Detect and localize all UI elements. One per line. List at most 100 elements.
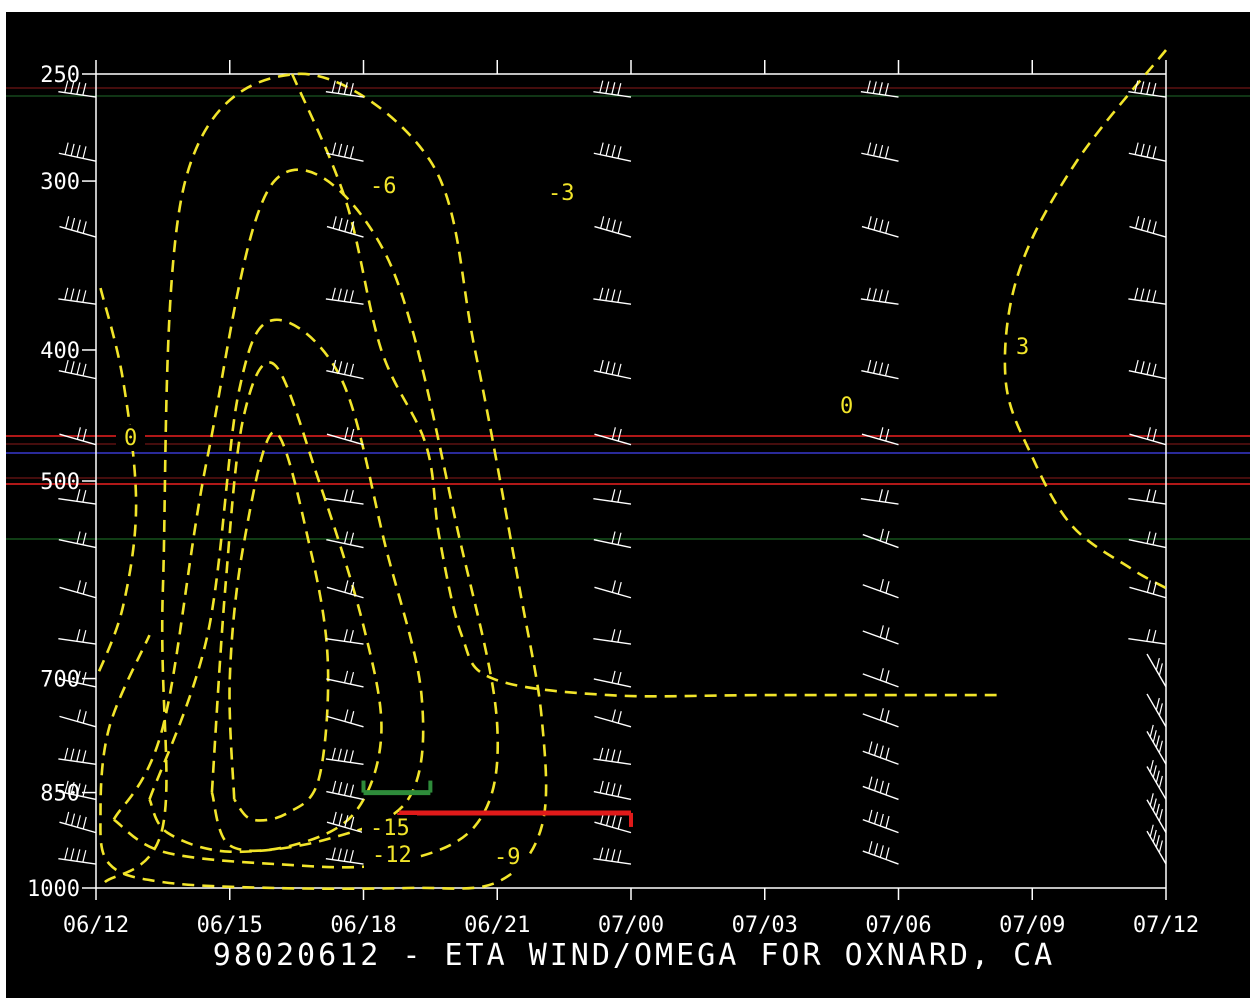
wind-barb: [594, 427, 632, 446]
barb-staff: [1146, 693, 1167, 728]
barb-flag: [868, 841, 873, 854]
barb-flag: [885, 782, 890, 796]
wind-barb: [59, 811, 97, 834]
barb-flag: [343, 670, 349, 684]
barb-flag: [70, 782, 75, 795]
barb-flag: [879, 578, 884, 592]
barb-flag: [64, 747, 69, 761]
barb-flag: [884, 363, 890, 377]
contour-label-bg: [486, 844, 528, 870]
barb-flag: [879, 528, 884, 542]
wind-barb: [58, 531, 97, 549]
barb-flag: [64, 359, 69, 373]
contour-label-bg: [362, 173, 404, 199]
barb-flag: [70, 81, 75, 94]
barb-flag: [617, 363, 622, 377]
barb-flag: [878, 289, 883, 302]
chart-title: 98020612 - ETA WIND/OMEGA FOR OXNARD, CA: [213, 938, 1055, 973]
barb-flag: [878, 362, 884, 375]
barb-flag: [76, 289, 81, 302]
wind-barb: [326, 580, 364, 599]
barb-flag: [1152, 83, 1157, 96]
barb-flag: [1149, 724, 1154, 738]
barb-flag: [350, 581, 355, 595]
barb-flag: [338, 217, 343, 231]
barb-flag: [611, 849, 616, 862]
barb-flag: [617, 671, 622, 685]
barb-flag: [332, 780, 337, 794]
wind-barb: [593, 531, 632, 549]
barb-flag: [1140, 288, 1145, 301]
barb-flag: [331, 80, 336, 93]
barb-flag: [873, 743, 879, 756]
x-tick-label: 06/18: [330, 913, 396, 938]
barb-flag: [1134, 287, 1139, 300]
contour-label-bg: [364, 842, 419, 868]
wind-barb: [1128, 142, 1167, 162]
barb-staff: [59, 433, 97, 446]
barb-flag: [1155, 735, 1160, 748]
barb-flag: [879, 813, 884, 827]
barb-flag: [1152, 829, 1157, 843]
barb-flag: [879, 625, 884, 638]
barb-flag: [344, 815, 349, 828]
wind-barb: [325, 747, 364, 765]
wind-barb: [326, 142, 364, 162]
x-tick-label: 07/00: [598, 913, 664, 938]
contour-label: -15: [370, 816, 410, 841]
barb-flag: [82, 750, 87, 763]
barb-flag: [349, 146, 355, 159]
barb-flag: [349, 490, 354, 503]
contour-line: [112, 168, 499, 869]
contour-label-bg: [540, 180, 582, 206]
marker-bracket-green: [361, 780, 433, 796]
contour-label-bg: [116, 425, 145, 451]
wind-barb: [58, 747, 97, 765]
wind-barb: [1128, 629, 1167, 645]
barb-flag: [884, 290, 889, 303]
barb-staff: [862, 713, 899, 728]
tick-labels: 06/12 06/15 06/18 06/21 07/00 07/03 07/06 07/09…: [27, 63, 1199, 938]
barb-flag: [343, 362, 349, 375]
wind-barb: [860, 287, 899, 305]
barb-flag: [611, 783, 616, 796]
barb-flag: [611, 289, 616, 302]
barb-flag: [605, 782, 610, 795]
wind-barb: [862, 578, 899, 599]
barb-flag: [884, 83, 889, 96]
barb-flag: [1149, 824, 1154, 837]
barb-flag: [344, 427, 349, 440]
barb-flag: [611, 709, 616, 722]
barb-flag: [337, 81, 342, 94]
barb-flag: [872, 288, 877, 301]
barb-staff: [862, 630, 899, 645]
y-tick-label: 1000: [27, 877, 80, 902]
contour-line: [210, 361, 383, 853]
barb-flag: [331, 287, 336, 300]
wind-barb: [326, 531, 364, 549]
barb-flag: [1158, 703, 1163, 716]
contour-label: -12: [372, 843, 412, 868]
wind-barb: [58, 142, 97, 162]
contour-label: 0: [124, 426, 137, 451]
barb-flag: [1152, 798, 1157, 811]
wind-barb: [593, 80, 632, 98]
barb-flag: [82, 581, 87, 595]
barb-staff: [862, 673, 899, 688]
barb-flag: [885, 221, 890, 234]
barb-flag: [611, 531, 616, 544]
barb-flag: [605, 143, 610, 157]
barb-flag: [343, 629, 348, 642]
barb-flag: [879, 708, 884, 721]
barb-flag: [337, 848, 342, 861]
contour-label: -3: [548, 181, 575, 206]
barb-flag: [884, 146, 890, 159]
barb-flag: [605, 848, 610, 861]
barb-flag: [76, 629, 81, 642]
wind-barb: [326, 709, 364, 728]
barb-flag: [343, 489, 348, 502]
barb-flag: [611, 427, 616, 440]
barb-flag: [82, 221, 87, 234]
barb-flag: [82, 532, 87, 545]
x-tick-label: 06/12: [63, 913, 129, 938]
